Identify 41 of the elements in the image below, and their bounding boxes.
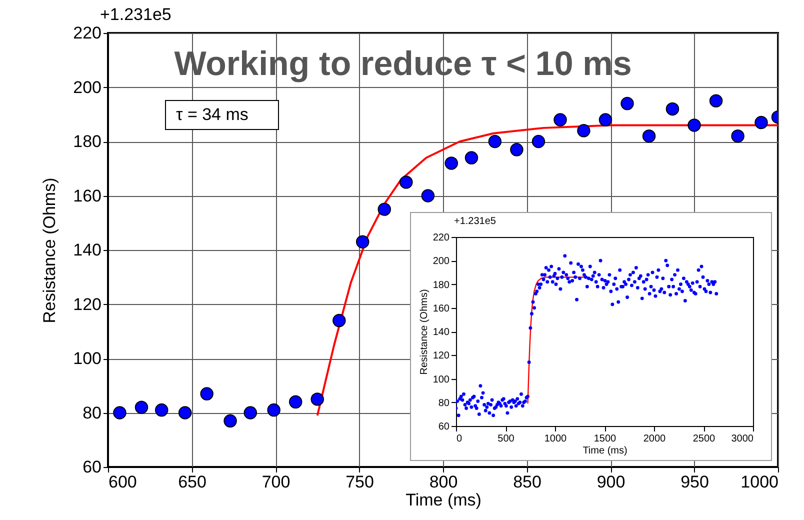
x-tick-label: 700 <box>262 472 290 492</box>
annotation: τ = 34 ms <box>165 100 280 130</box>
y-tick-label: 60 <box>438 422 450 432</box>
x-tick-label: 750 <box>346 472 374 492</box>
y-tick-label: 140 <box>73 240 102 260</box>
y-tick-label: 100 <box>73 349 102 368</box>
y-tick-label: 160 <box>432 303 450 314</box>
x-axis-title: Time (ms) <box>406 490 482 510</box>
x-tick-label: 3000 <box>731 434 754 444</box>
annotation: +1.231e5 <box>454 216 496 227</box>
x-tick-label: 650 <box>178 472 206 492</box>
text: +1.231e5 <box>100 5 172 25</box>
y-axis-title: Resistance (Ohms) <box>418 289 430 375</box>
y-tick-label: 160 <box>73 186 102 206</box>
y-tick-label: 140 <box>432 327 450 338</box>
x-tick-label: 1500 <box>594 434 617 444</box>
y-tick-label: 220 <box>432 232 450 244</box>
y-axis-title: Resistance (Ohms) <box>40 178 60 324</box>
x-tick-label: 0 <box>456 434 462 444</box>
y-tick-label: 220 <box>73 24 102 42</box>
x-tick-label: 900 <box>596 472 626 492</box>
x-tick-label: 850 <box>513 472 542 492</box>
y-tick-label: 100 <box>432 374 450 386</box>
x-tick-label: 2000 <box>643 434 666 444</box>
x-axis-title: Time (ms) <box>582 446 628 456</box>
y-tick-label: 200 <box>73 78 102 97</box>
y-tick-label: 60 <box>82 458 102 476</box>
x-tick-label: 600 <box>108 472 137 492</box>
x-tick-label: 950 <box>680 472 709 492</box>
x-tick-label: 500 <box>498 434 515 444</box>
x-tick-label: 2500 <box>692 434 716 444</box>
y-tick-label: 120 <box>432 350 450 362</box>
x-tick-label: 800 <box>429 472 458 492</box>
y-tick-label: 120 <box>73 294 102 314</box>
y-tick-label: 180 <box>73 132 102 151</box>
x-tick-label: 1000 <box>544 434 568 444</box>
y-tick-label: 180 <box>432 280 450 291</box>
y-tick-label: 80 <box>438 398 450 409</box>
y-tick-label: 200 <box>432 256 450 268</box>
y-tick-label: 80 <box>82 403 102 422</box>
x-tick-label: 1000 <box>740 472 778 492</box>
